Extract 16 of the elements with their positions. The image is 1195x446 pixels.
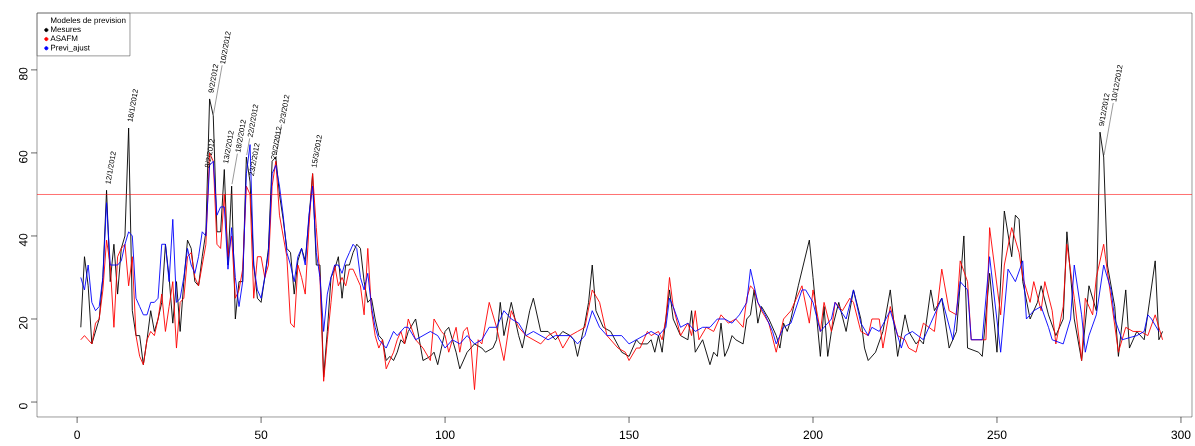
- x-tick-label: 100: [435, 430, 455, 440]
- legend-label: Previ_ajust: [51, 44, 90, 53]
- y-tick-label: 0: [18, 403, 28, 409]
- legend-title: Modeles de prevision: [51, 17, 126, 25]
- y-tick-label: 60: [18, 150, 28, 163]
- x-tick-label: 50: [254, 430, 268, 440]
- x-tick-label: 250: [987, 430, 1007, 440]
- x-tick-label: 0: [74, 430, 80, 440]
- y-tick-label: 20: [18, 316, 28, 330]
- x-tick-label: 150: [619, 430, 639, 440]
- legend-label: ASAFM: [50, 35, 78, 42]
- legend-label: Mesures: [51, 26, 81, 33]
- x-tick-label: 200: [803, 430, 823, 440]
- y-tick-label: 40: [18, 233, 28, 247]
- x-tick-label: 300: [1171, 430, 1191, 440]
- y-tick-label: 80: [18, 67, 28, 81]
